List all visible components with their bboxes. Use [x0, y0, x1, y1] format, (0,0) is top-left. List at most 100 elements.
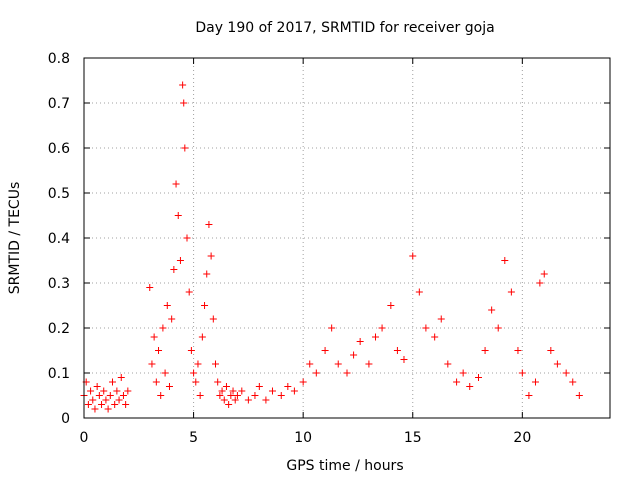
data-point	[233, 392, 241, 399]
data-point	[214, 378, 222, 386]
data-point	[176, 257, 184, 264]
data-point	[212, 360, 219, 368]
data-point	[159, 324, 167, 332]
data-point	[117, 374, 125, 381]
data-point	[284, 383, 292, 390]
data-point	[575, 392, 583, 399]
data-point	[95, 392, 103, 399]
data-point	[183, 234, 191, 242]
data-point	[227, 392, 235, 399]
data-point	[124, 387, 132, 395]
data-point	[163, 302, 171, 309]
data-point	[207, 252, 215, 260]
data-point	[365, 360, 373, 368]
data-point	[150, 333, 158, 341]
data-point	[501, 257, 509, 264]
x-tick-label: 10	[294, 430, 312, 446]
data-point	[119, 392, 127, 399]
data-point	[238, 387, 246, 395]
data-point	[152, 378, 160, 386]
data-point	[514, 347, 522, 354]
x-axis-ticks: 0 5 10 15 20	[80, 58, 531, 446]
data-point	[168, 315, 176, 323]
data-point	[229, 387, 237, 395]
data-point	[387, 302, 395, 309]
data-point	[98, 401, 106, 408]
data-points	[80, 81, 583, 413]
data-point	[220, 396, 228, 404]
x-tick-label: 0	[80, 430, 89, 446]
data-point	[185, 288, 193, 296]
y-tick-label: 0.3	[48, 276, 70, 292]
data-point	[306, 360, 314, 368]
data-point	[422, 324, 430, 332]
data-point	[87, 387, 95, 395]
x-tick-label: 20	[513, 430, 531, 446]
data-point	[415, 288, 423, 296]
grid-lines	[84, 58, 610, 418]
x-tick-label: 5	[189, 430, 198, 446]
data-point	[343, 369, 351, 377]
data-point	[113, 387, 121, 395]
data-point	[553, 360, 561, 368]
x-tick-label: 15	[404, 430, 422, 446]
data-point	[104, 405, 112, 413]
data-point	[106, 392, 114, 399]
data-point	[222, 383, 230, 390]
data-point	[187, 347, 195, 354]
data-point	[179, 81, 187, 89]
data-point	[494, 324, 502, 332]
data-point	[299, 378, 307, 386]
data-point	[108, 378, 116, 386]
y-axis-ticks: 0 0.1 0.2 0.3 0.4 0.5 0.6 0.7 0.8	[48, 51, 610, 427]
data-point	[196, 392, 204, 399]
data-point	[91, 405, 99, 413]
y-tick-label: 0.4	[48, 231, 70, 247]
data-point	[209, 315, 217, 323]
data-point	[198, 333, 206, 341]
data-point	[459, 369, 467, 377]
data-point	[190, 369, 198, 377]
data-point	[518, 369, 526, 377]
data-point	[536, 279, 544, 287]
data-point	[547, 347, 555, 354]
data-point	[251, 392, 259, 399]
data-point	[225, 401, 233, 408]
data-point	[181, 144, 189, 152]
data-point	[205, 221, 213, 228]
data-point	[475, 374, 482, 381]
y-tick-label: 0.1	[48, 366, 70, 382]
data-point	[84, 401, 92, 408]
data-point	[161, 369, 169, 377]
data-point	[203, 270, 211, 278]
data-point	[328, 324, 336, 332]
data-point	[194, 360, 202, 368]
y-tick-label: 0.6	[48, 141, 70, 157]
data-point	[453, 378, 461, 386]
data-point	[201, 302, 209, 309]
data-point	[180, 99, 188, 107]
data-point	[312, 369, 320, 377]
data-point	[93, 383, 101, 390]
data-point	[569, 378, 577, 386]
data-point	[165, 383, 173, 390]
data-point	[231, 396, 239, 404]
data-point	[290, 387, 298, 395]
y-tick-label: 0.7	[48, 96, 70, 112]
data-point	[321, 347, 329, 354]
data-point	[192, 378, 200, 386]
data-point	[262, 396, 270, 404]
data-point	[111, 401, 119, 408]
data-point	[148, 360, 156, 368]
data-point	[170, 266, 178, 273]
data-point	[540, 270, 548, 278]
y-axis-title: SRMTID / TECUs	[7, 182, 23, 295]
data-point	[350, 351, 358, 359]
data-point	[255, 383, 263, 390]
data-point	[157, 392, 165, 399]
data-point	[244, 396, 252, 404]
data-point	[115, 396, 123, 404]
x-axis-title: GPS time / hours	[286, 458, 403, 474]
data-point	[525, 392, 533, 399]
y-tick-label: 0.2	[48, 321, 70, 337]
